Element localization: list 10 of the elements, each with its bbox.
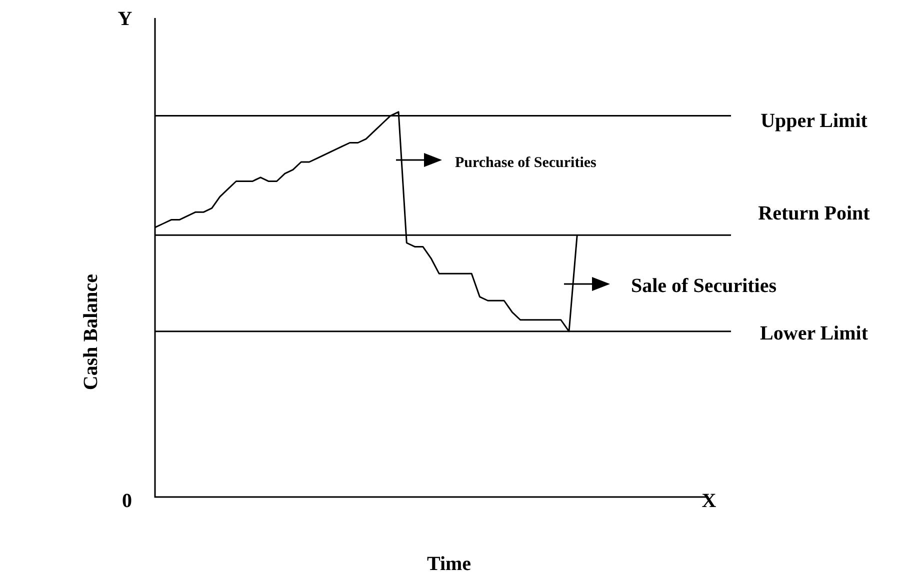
text: 0 [122, 490, 132, 512]
annotation: X [702, 490, 717, 512]
x-axis-title: Time [426, 553, 472, 576]
text: Y [118, 8, 133, 30]
ref-line-label: Upper Limit [760, 110, 868, 132]
ref-line-label: Lower Limit [760, 322, 868, 345]
annotation: Purchase of Securities [455, 154, 597, 171]
y-axis-title: Cash Balance [80, 274, 102, 390]
annotation: Sale of Securities [631, 275, 777, 298]
ref-line-label: Return Point [758, 202, 870, 224]
